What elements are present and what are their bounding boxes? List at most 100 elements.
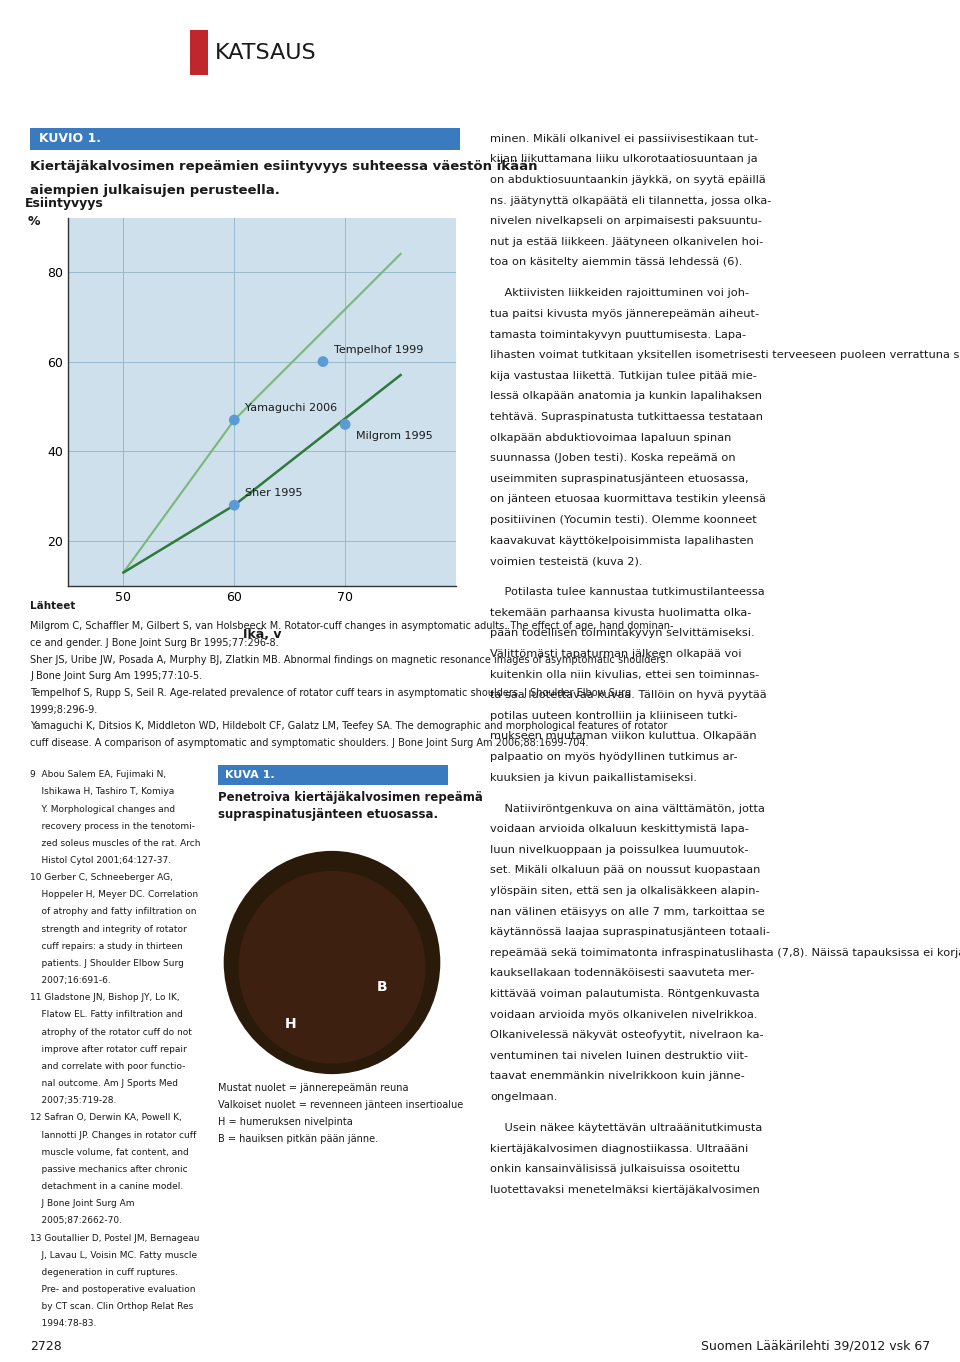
Text: J, Lavau L, Voisin MC. Fatty muscle: J, Lavau L, Voisin MC. Fatty muscle [30, 1250, 197, 1260]
Text: Esiintyvyys: Esiintyvyys [25, 197, 104, 210]
Text: kauksellakaan todennäköisesti saavuteta mer-: kauksellakaan todennäköisesti saavuteta … [490, 968, 755, 978]
Text: Sher JS, Uribe JW, Posada A, Murphy BJ, Zlatkin MB. Abnormal findings on magneti: Sher JS, Uribe JW, Posada A, Murphy BJ, … [30, 655, 668, 665]
Text: Natiiviröntgenkuva on aina välttämätön, jotta: Natiiviröntgenkuva on aina välttämätön, … [490, 804, 765, 813]
Text: potilas uuteen kontrolliin ja kliiniseen tutki-: potilas uuteen kontrolliin ja kliiniseen… [490, 711, 737, 720]
Text: käytännössä laajaa supraspinatusjänteen totaali-: käytännössä laajaa supraspinatusjänteen … [490, 928, 770, 937]
Text: nan välinen etäisyys on alle 7 mm, tarkoittaa se: nan välinen etäisyys on alle 7 mm, tarko… [490, 907, 764, 917]
Text: by CT scan. Clin Orthop Relat Res: by CT scan. Clin Orthop Relat Res [30, 1302, 193, 1312]
Text: tekemään parhaansa kivusta huolimatta olka-: tekemään parhaansa kivusta huolimatta ol… [490, 607, 752, 618]
Text: 1994:78-83.: 1994:78-83. [30, 1320, 96, 1328]
Text: pään todellisen toimintakyvyn selvittämiseksi.: pään todellisen toimintakyvyn selvittämi… [490, 628, 755, 639]
Text: useimmiten supraspinatusjänteen etuosassa,: useimmiten supraspinatusjänteen etuosass… [490, 474, 749, 484]
Text: Iannotti JP. Changes in rotator cuff: Iannotti JP. Changes in rotator cuff [30, 1130, 196, 1140]
Text: nut ja estää liikkeen. Jäätyneen olkanivelen hoi-: nut ja estää liikkeen. Jäätyneen olkaniv… [490, 237, 763, 247]
Text: aiempien julkaisujen perusteella.: aiempien julkaisujen perusteella. [30, 184, 280, 197]
Point [227, 409, 242, 430]
Text: on jänteen etuosaa kuormittava testikin yleensä: on jänteen etuosaa kuormittava testikin … [490, 494, 766, 504]
Text: strength and integrity of rotator: strength and integrity of rotator [30, 925, 187, 933]
Text: %: % [28, 215, 40, 227]
Text: Olkanivelessä näkyvät osteofyytit, nivelraon ka-: Olkanivelessä näkyvät osteofyytit, nivel… [490, 1030, 763, 1041]
Text: J Bone Joint Surg Am: J Bone Joint Surg Am [30, 1199, 134, 1208]
Text: positiivinen (Yocumin testi). Olemme koonneet: positiivinen (Yocumin testi). Olemme koo… [490, 515, 756, 524]
Ellipse shape [238, 870, 425, 1064]
Text: detachment in a canine model.: detachment in a canine model. [30, 1182, 183, 1190]
Text: tehtävä. Supraspinatusta tutkittaessa testataan: tehtävä. Supraspinatusta tutkittaessa te… [490, 411, 763, 422]
Text: ta saa luotettavaa kuvaa. Tällöin on hyvä pyytää: ta saa luotettavaa kuvaa. Tällöin on hyv… [490, 691, 767, 700]
Text: Usein näkee käytettävän ultraäänitutkimusta: Usein näkee käytettävän ultraäänitutkimu… [490, 1124, 762, 1133]
Text: Histol Cytol 2001;64:127-37.: Histol Cytol 2001;64:127-37. [30, 855, 171, 865]
Text: ventuminen tai nivelen luinen destruktio viit-: ventuminen tai nivelen luinen destruktio… [490, 1051, 748, 1061]
Text: on abduktiosuuntaankin jäykkä, on syytä epäillä: on abduktiosuuntaankin jäykkä, on syytä … [490, 174, 766, 185]
Text: KUVIO 1.: KUVIO 1. [38, 132, 101, 146]
Text: KUVA 1.: KUVA 1. [225, 770, 275, 780]
Text: toa on käsitelty aiemmin tässä lehdessä (6).: toa on käsitelty aiemmin tässä lehdessä … [490, 257, 742, 267]
Text: palpaatio on myös hyödyllinen tutkimus ar-: palpaatio on myös hyödyllinen tutkimus a… [490, 752, 737, 761]
Text: 2728: 2728 [30, 1339, 61, 1352]
Text: ns. jäätynyttä olkapäätä eli tilannetta, jossa olka-: ns. jäätynyttä olkapäätä eli tilannetta,… [490, 196, 772, 206]
Text: Valkoiset nuolet = revenneen jänteen insertioalue: Valkoiset nuolet = revenneen jänteen ins… [218, 1100, 464, 1110]
Text: kittävää voiman palautumista. Röntgenkuvasta: kittävää voiman palautumista. Röntgenkuv… [490, 989, 759, 1000]
Text: 9  Abou Salem EA, Fujimaki N,: 9 Abou Salem EA, Fujimaki N, [30, 770, 166, 779]
Text: improve after rotator cuff repair: improve after rotator cuff repair [30, 1045, 187, 1054]
Text: voidaan arvioida myös olkanivelen nivelrikkoa.: voidaan arvioida myös olkanivelen nivelr… [490, 1009, 757, 1020]
Text: 13 Goutallier D, Postel JM, Bernageau: 13 Goutallier D, Postel JM, Bernageau [30, 1234, 200, 1242]
Text: cuff repairs: a study in thirteen: cuff repairs: a study in thirteen [30, 941, 182, 951]
Text: kijan liikuttamana liiku ulkorotaatiosuuntaan ja: kijan liikuttamana liiku ulkorotaatiosuu… [490, 154, 757, 165]
Text: lihasten voimat tutkitaan yksitellen isometrisesti terveeseen puoleen verrattuna: lihasten voimat tutkitaan yksitellen iso… [490, 350, 960, 360]
Text: repeämää sekä toimimatonta infraspinatuslihasta (7,8). Näissä tapauksissa ei kor: repeämää sekä toimimatonta infraspinatus… [490, 948, 960, 957]
Text: voidaan arvioida olkaluun keskittymistä lapa-: voidaan arvioida olkaluun keskittymistä … [490, 824, 749, 834]
Text: Yamaguchi 2006: Yamaguchi 2006 [246, 403, 338, 413]
Text: Penetroiva kiertäjäkalvosimen repeämä
supraspinatusjänteen etuosassa.: Penetroiva kiertäjäkalvosimen repeämä su… [218, 791, 483, 821]
Text: suunnassa (Joben testi). Koska repeämä on: suunnassa (Joben testi). Koska repeämä o… [490, 454, 735, 463]
Text: ylöspäin siten, että sen ja olkalisäkkeen alapin-: ylöspäin siten, että sen ja olkalisäkkee… [490, 887, 759, 896]
Text: Suomen Lääkärilehti 39/2012 vsk 67: Suomen Lääkärilehti 39/2012 vsk 67 [701, 1339, 930, 1352]
Text: taavat enemmänkin nivelrikkoon kuin jänne-: taavat enemmänkin nivelrikkoon kuin jänn… [490, 1072, 745, 1081]
Text: Mustat nuolet = jännerepeämän reuna: Mustat nuolet = jännerepeämän reuna [218, 1083, 409, 1094]
Ellipse shape [224, 851, 441, 1075]
Text: kiertäjäkalvosimen diagnostiikassa. Ultraääni: kiertäjäkalvosimen diagnostiikassa. Ultr… [490, 1144, 748, 1154]
Text: luotettavaksi menetelmäksi kiertäjäkalvosimen: luotettavaksi menetelmäksi kiertäjäkalvo… [490, 1185, 760, 1194]
Text: Pre- and postoperative evaluation: Pre- and postoperative evaluation [30, 1284, 196, 1294]
Text: 1999;8:296-9.: 1999;8:296-9. [30, 704, 98, 715]
Text: mukseen muutaman viikon kuluttua. Olkapään: mukseen muutaman viikon kuluttua. Olkapä… [490, 731, 756, 741]
Text: and correlate with poor functio-: and correlate with poor functio- [30, 1062, 185, 1071]
Text: 2007;16:691-6.: 2007;16:691-6. [30, 977, 110, 985]
Text: Hoppeler H, Meyer DC. Correlation: Hoppeler H, Meyer DC. Correlation [30, 891, 198, 899]
Text: minen. Mikäli olkanivel ei passiivisestikaan tut-: minen. Mikäli olkanivel ei passiivisesti… [490, 133, 758, 144]
Text: kaavakuvat käyttökelpoisimmista lapalihasten: kaavakuvat käyttökelpoisimmista lapaliha… [490, 535, 754, 546]
Text: J Bone Joint Surg Am 1995;77:10-5.: J Bone Joint Surg Am 1995;77:10-5. [30, 671, 203, 681]
Text: set. Mikäli olkaluun pää on noussut kuopastaan: set. Mikäli olkaluun pää on noussut kuop… [490, 865, 760, 876]
Text: Potilasta tulee kannustaa tutkimustilanteessa: Potilasta tulee kannustaa tutkimustilant… [490, 587, 764, 597]
Text: Milgrom C, Schaffler M, Gilbert S, van Holsbeeck M. Rotator-cuff changes in asym: Milgrom C, Schaffler M, Gilbert S, van H… [30, 621, 674, 631]
Text: Ikä, v: Ikä, v [243, 628, 281, 640]
Text: olkapään abduktiovoimaa lapaluun spinan: olkapään abduktiovoimaa lapaluun spinan [490, 433, 732, 443]
Text: muscle volume, fat content, and: muscle volume, fat content, and [30, 1148, 189, 1156]
Text: zed soleus muscles of the rat. Arch: zed soleus muscles of the rat. Arch [30, 839, 201, 847]
Text: degeneration in cuff ruptures.: degeneration in cuff ruptures. [30, 1268, 178, 1276]
Text: nal outcome. Am J Sports Med: nal outcome. Am J Sports Med [30, 1079, 178, 1088]
Text: Lähteet: Lähteet [30, 601, 76, 612]
Point [315, 350, 330, 372]
Text: kuitenkin olla niin kivulias, ettei sen toiminnas-: kuitenkin olla niin kivulias, ettei sen … [490, 670, 759, 680]
Text: 2005;87:2662-70.: 2005;87:2662-70. [30, 1216, 122, 1226]
Text: luun nivelkuoppaan ja poissulkea luumuutok-: luun nivelkuoppaan ja poissulkea luumuut… [490, 844, 749, 855]
Text: Ishikawa H, Tashiro T, Komiya: Ishikawa H, Tashiro T, Komiya [30, 787, 175, 797]
Text: Tempelhof S, Rupp S, Seil R. Age-related prevalence of rotator cuff tears in asy: Tempelhof S, Rupp S, Seil R. Age-related… [30, 688, 631, 697]
Text: Yamaguchi K, Ditsios K, Middleton WD, Hildebolt CF, Galatz LM, Teefey SA. The de: Yamaguchi K, Ditsios K, Middleton WD, Hi… [30, 722, 667, 731]
Text: kuuksien ja kivun paikallistamiseksi.: kuuksien ja kivun paikallistamiseksi. [490, 772, 697, 783]
Text: onkin kansainvälisissä julkaisuissa osoitettu: onkin kansainvälisissä julkaisuissa osoi… [490, 1165, 740, 1174]
Text: Milgrom 1995: Milgrom 1995 [356, 432, 433, 441]
Text: lessä olkapään anatomia ja kunkin lapalihaksen: lessä olkapään anatomia ja kunkin lapali… [490, 391, 762, 402]
Text: 11 Gladstone JN, Bishop JY, Lo IK,: 11 Gladstone JN, Bishop JY, Lo IK, [30, 993, 180, 1002]
Text: cuff disease. A comparison of asymptomatic and symptomatic shoulders. J Bone Joi: cuff disease. A comparison of asymptomat… [30, 738, 588, 748]
Text: H = humeruksen nivelpinta: H = humeruksen nivelpinta [218, 1117, 352, 1126]
Text: of atrophy and fatty infiltration on: of atrophy and fatty infiltration on [30, 907, 197, 917]
Text: Aktiivisten liikkeiden rajoittuminen voi joh-: Aktiivisten liikkeiden rajoittuminen voi… [490, 289, 749, 298]
Text: passive mechanics after chronic: passive mechanics after chronic [30, 1165, 187, 1174]
Point [338, 414, 353, 436]
Text: KATSAUS: KATSAUS [215, 42, 317, 63]
Text: voimien testeistä (kuva 2).: voimien testeistä (kuva 2). [490, 556, 642, 567]
Text: 2007;35:719-28.: 2007;35:719-28. [30, 1096, 116, 1105]
Text: kija vastustaa liikettä. Tutkijan tulee pitää mie-: kija vastustaa liikettä. Tutkijan tulee … [490, 370, 756, 381]
Text: recovery process in the tenotomi-: recovery process in the tenotomi- [30, 821, 195, 831]
